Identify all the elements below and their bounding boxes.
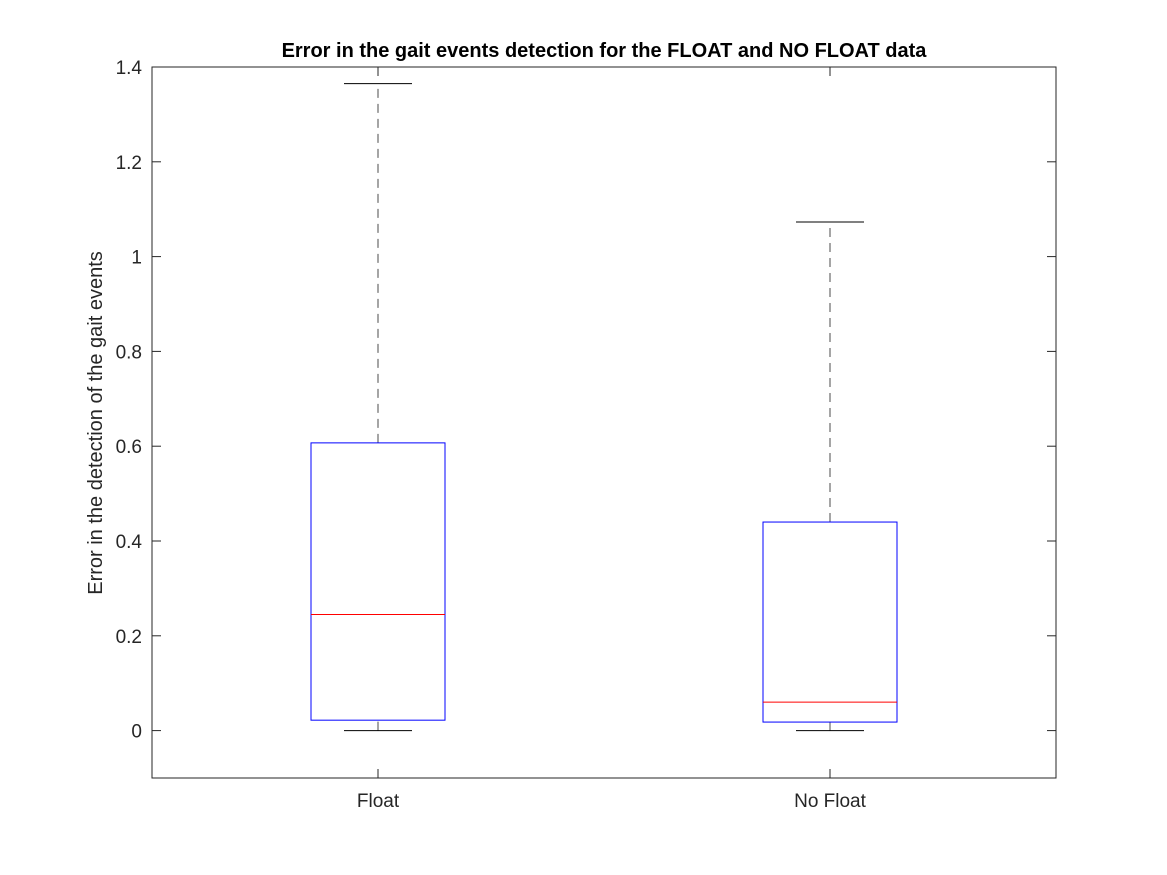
y-tick-label: 0.6 bbox=[116, 437, 142, 458]
box-float bbox=[310, 83, 446, 732]
plot-area-frame bbox=[151, 66, 1057, 779]
y-tick-label: 0 bbox=[131, 722, 142, 743]
x-tick-label: Float bbox=[357, 791, 400, 812]
iqr-box bbox=[762, 521, 898, 723]
y-tick-label: 0.8 bbox=[116, 342, 142, 363]
boxes bbox=[310, 83, 898, 732]
axis-ticks: 0 0.2 0.4 0.6 0.8 1 1.2 1.4 Float No Float bbox=[116, 58, 1056, 812]
x-tick-label: No Float bbox=[794, 791, 867, 812]
iqr-box bbox=[310, 442, 446, 721]
y-axis-label: Error in the detection of the gait event… bbox=[85, 251, 107, 595]
chart-title: Error in the gait events detection for t… bbox=[282, 40, 928, 62]
y-tick-label: 1.4 bbox=[116, 58, 143, 79]
box-no-float bbox=[762, 221, 898, 732]
y-tick-label: 1 bbox=[131, 248, 142, 269]
y-tick-label: 0.2 bbox=[116, 627, 142, 648]
y-tick-label: 0.4 bbox=[116, 532, 143, 553]
y-tick-label: 1.2 bbox=[116, 153, 142, 174]
